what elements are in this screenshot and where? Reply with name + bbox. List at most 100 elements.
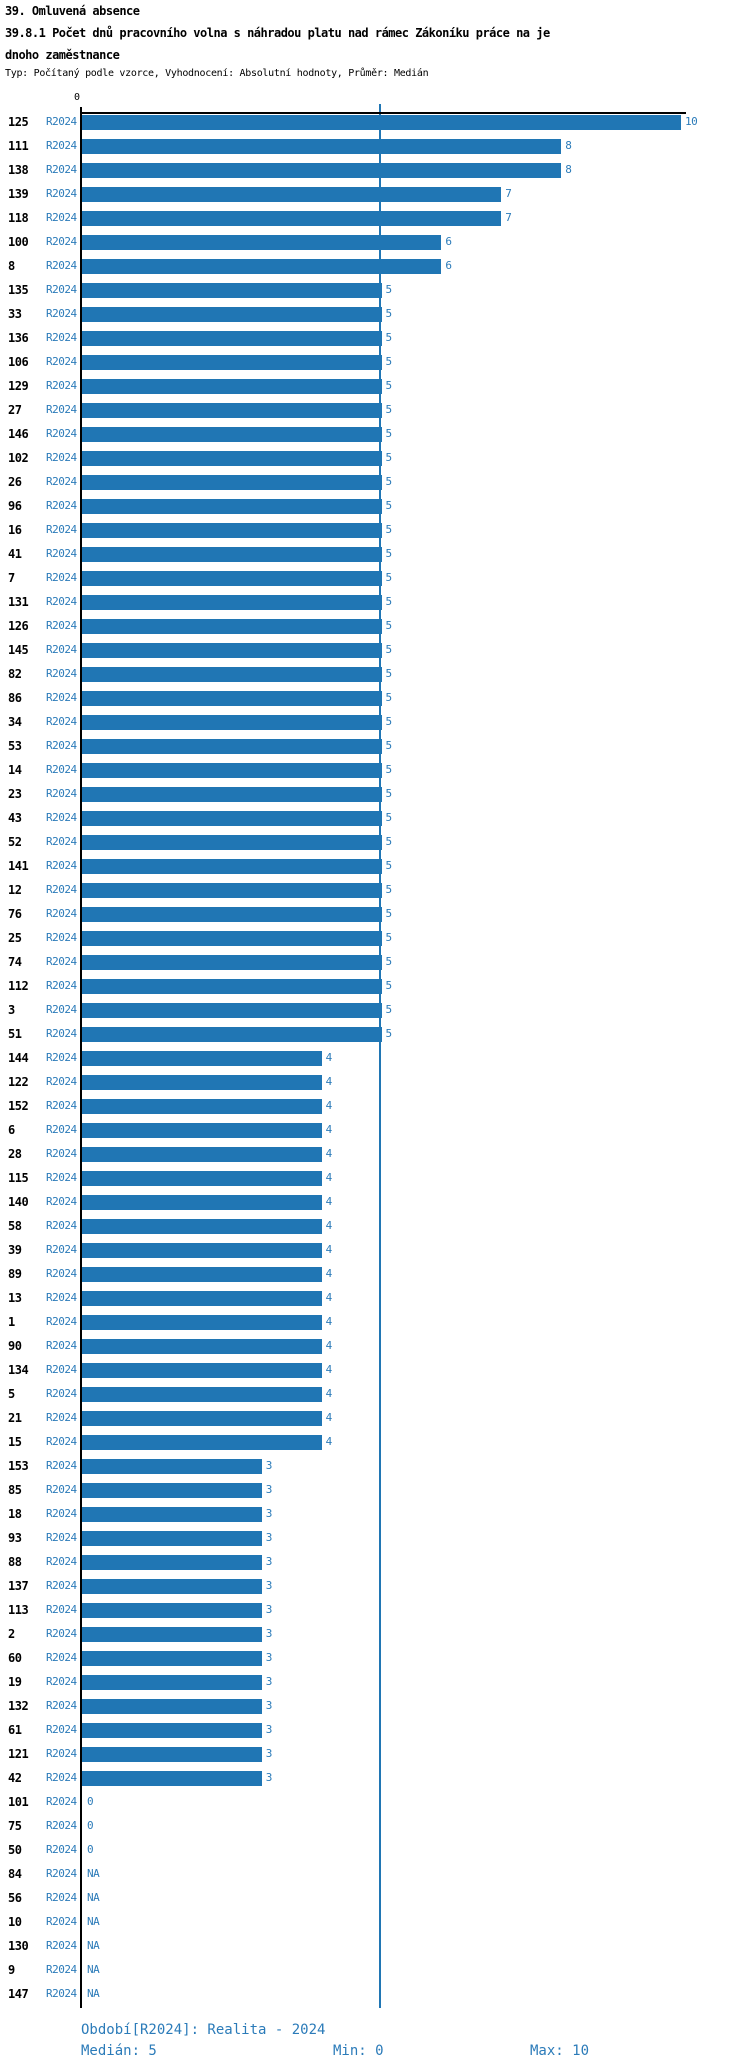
- chart-row: 113 R2024 3: [0, 1598, 750, 1622]
- row-id-label: 5: [8, 1387, 15, 1401]
- bar-value-label: 3: [265, 1699, 273, 1712]
- bar-value-label: 5: [385, 859, 393, 872]
- row-id-label: 60: [8, 1651, 22, 1665]
- bar-value-label: 5: [385, 907, 393, 920]
- row-period-label: R2024: [46, 835, 77, 848]
- chart-row: 12 R2024 5: [0, 878, 750, 902]
- chart-row: 93 R2024 3: [0, 1526, 750, 1550]
- bar-value-label: 5: [385, 739, 393, 752]
- chart-row: 27 R2024 5: [0, 398, 750, 422]
- row-id-label: 52: [8, 835, 22, 849]
- bar: [82, 1266, 322, 1282]
- bar-value-label: 4: [325, 1171, 333, 1184]
- chart-row: 23 R2024 5: [0, 782, 750, 806]
- chart-row: 21 R2024 4: [0, 1406, 750, 1430]
- bar-value-label: 5: [385, 403, 393, 416]
- bar-value-label: NA: [87, 1915, 100, 1928]
- footer-median: Medián: 5: [81, 2043, 157, 2059]
- row-period-label: R2024: [46, 1555, 77, 1568]
- row-id-label: 13: [8, 1291, 22, 1305]
- row-period-label: R2024: [46, 475, 77, 488]
- bar: [82, 954, 382, 970]
- chart-row: 9 R2024 NA: [0, 1958, 750, 1982]
- bar: [82, 1170, 322, 1186]
- bar: [82, 786, 382, 802]
- bar: [82, 1002, 382, 1018]
- row-period-label: R2024: [46, 1171, 77, 1184]
- row-period-label: R2024: [46, 1483, 77, 1496]
- chart-row: 101 R2024 0: [0, 1790, 750, 1814]
- row-id-label: 134: [8, 1363, 29, 1377]
- bar: [82, 834, 382, 850]
- bar: [82, 1746, 262, 1762]
- bar-value-label: 4: [325, 1291, 333, 1304]
- row-id-label: 118: [8, 211, 29, 225]
- bar-value-label: 5: [385, 787, 393, 800]
- bar-value-label: 5: [385, 547, 393, 560]
- chart-row: 146 R2024 5: [0, 422, 750, 446]
- chart-row: 152 R2024 4: [0, 1094, 750, 1118]
- chart-row: 125 R2024 10: [0, 110, 750, 134]
- row-period-label: R2024: [46, 1699, 77, 1712]
- bar-value-label: 4: [325, 1435, 333, 1448]
- chart-row: 145 R2024 5: [0, 638, 750, 662]
- chart-row: 41 R2024 5: [0, 542, 750, 566]
- chart-row: 74 R2024 5: [0, 950, 750, 974]
- bar: [82, 498, 382, 514]
- bar: [82, 330, 382, 346]
- row-period-label: R2024: [46, 571, 77, 584]
- bar-value-label: 5: [385, 499, 393, 512]
- row-id-label: 111: [8, 139, 29, 153]
- bar-value-label: 3: [265, 1459, 273, 1472]
- row-period-label: R2024: [46, 1867, 77, 1880]
- row-id-label: 43: [8, 811, 22, 825]
- bar: [82, 1410, 322, 1426]
- bar-value-label: NA: [87, 1963, 100, 1976]
- chart-row: 13 R2024 4: [0, 1286, 750, 1310]
- row-id-label: 85: [8, 1483, 22, 1497]
- row-id-label: 50: [8, 1843, 22, 1857]
- bar-value-label: 3: [265, 1555, 273, 1568]
- bar-value-label: 7: [505, 187, 512, 200]
- bar-value-label: 3: [265, 1771, 273, 1784]
- row-id-label: 82: [8, 667, 22, 681]
- bar: [82, 1530, 262, 1546]
- chart-row: 84 R2024 NA: [0, 1862, 750, 1886]
- bar: [82, 546, 382, 562]
- bar: [82, 1074, 322, 1090]
- bar: [82, 690, 382, 706]
- bar-value-label: 3: [265, 1747, 273, 1760]
- chart-row: 139 R2024 7: [0, 182, 750, 206]
- bar-value-label: 5: [385, 763, 393, 776]
- bar-value-label: 4: [325, 1243, 333, 1256]
- row-period-label: R2024: [46, 1339, 77, 1352]
- chart-row: 137 R2024 3: [0, 1574, 750, 1598]
- bar-value-label: 5: [385, 571, 393, 584]
- row-id-label: 144: [8, 1051, 29, 1065]
- chart-row: 60 R2024 3: [0, 1646, 750, 1670]
- chart-row: 89 R2024 4: [0, 1262, 750, 1286]
- row-period-label: R2024: [46, 1603, 77, 1616]
- chart-row: 96 R2024 5: [0, 494, 750, 518]
- bar: [82, 402, 382, 418]
- bar-value-label: 0: [87, 1819, 94, 1832]
- bar: [82, 186, 502, 202]
- chart-row: 100 R2024 6: [0, 230, 750, 254]
- chart-row: 1 R2024 4: [0, 1310, 750, 1334]
- row-period-label: R2024: [46, 739, 77, 752]
- bar-value-label: 7: [505, 211, 512, 224]
- chart-subtitle-line1: 39.8.1 Počet dnů pracovního volna s náhr…: [5, 26, 550, 40]
- row-period-label: R2024: [46, 1243, 77, 1256]
- chart-row: 90 R2024 4: [0, 1334, 750, 1358]
- row-period-label: R2024: [46, 787, 77, 800]
- chart-row: 6 R2024 4: [0, 1118, 750, 1142]
- row-id-label: 51: [8, 1027, 22, 1041]
- row-period-label: R2024: [46, 859, 77, 872]
- row-id-label: 34: [8, 715, 22, 729]
- row-period-label: R2024: [46, 1003, 77, 1016]
- row-period-label: R2024: [46, 211, 77, 224]
- bar: [82, 810, 382, 826]
- chart-row: 7 R2024 5: [0, 566, 750, 590]
- row-period-label: R2024: [46, 1051, 77, 1064]
- chart-row: 39 R2024 4: [0, 1238, 750, 1262]
